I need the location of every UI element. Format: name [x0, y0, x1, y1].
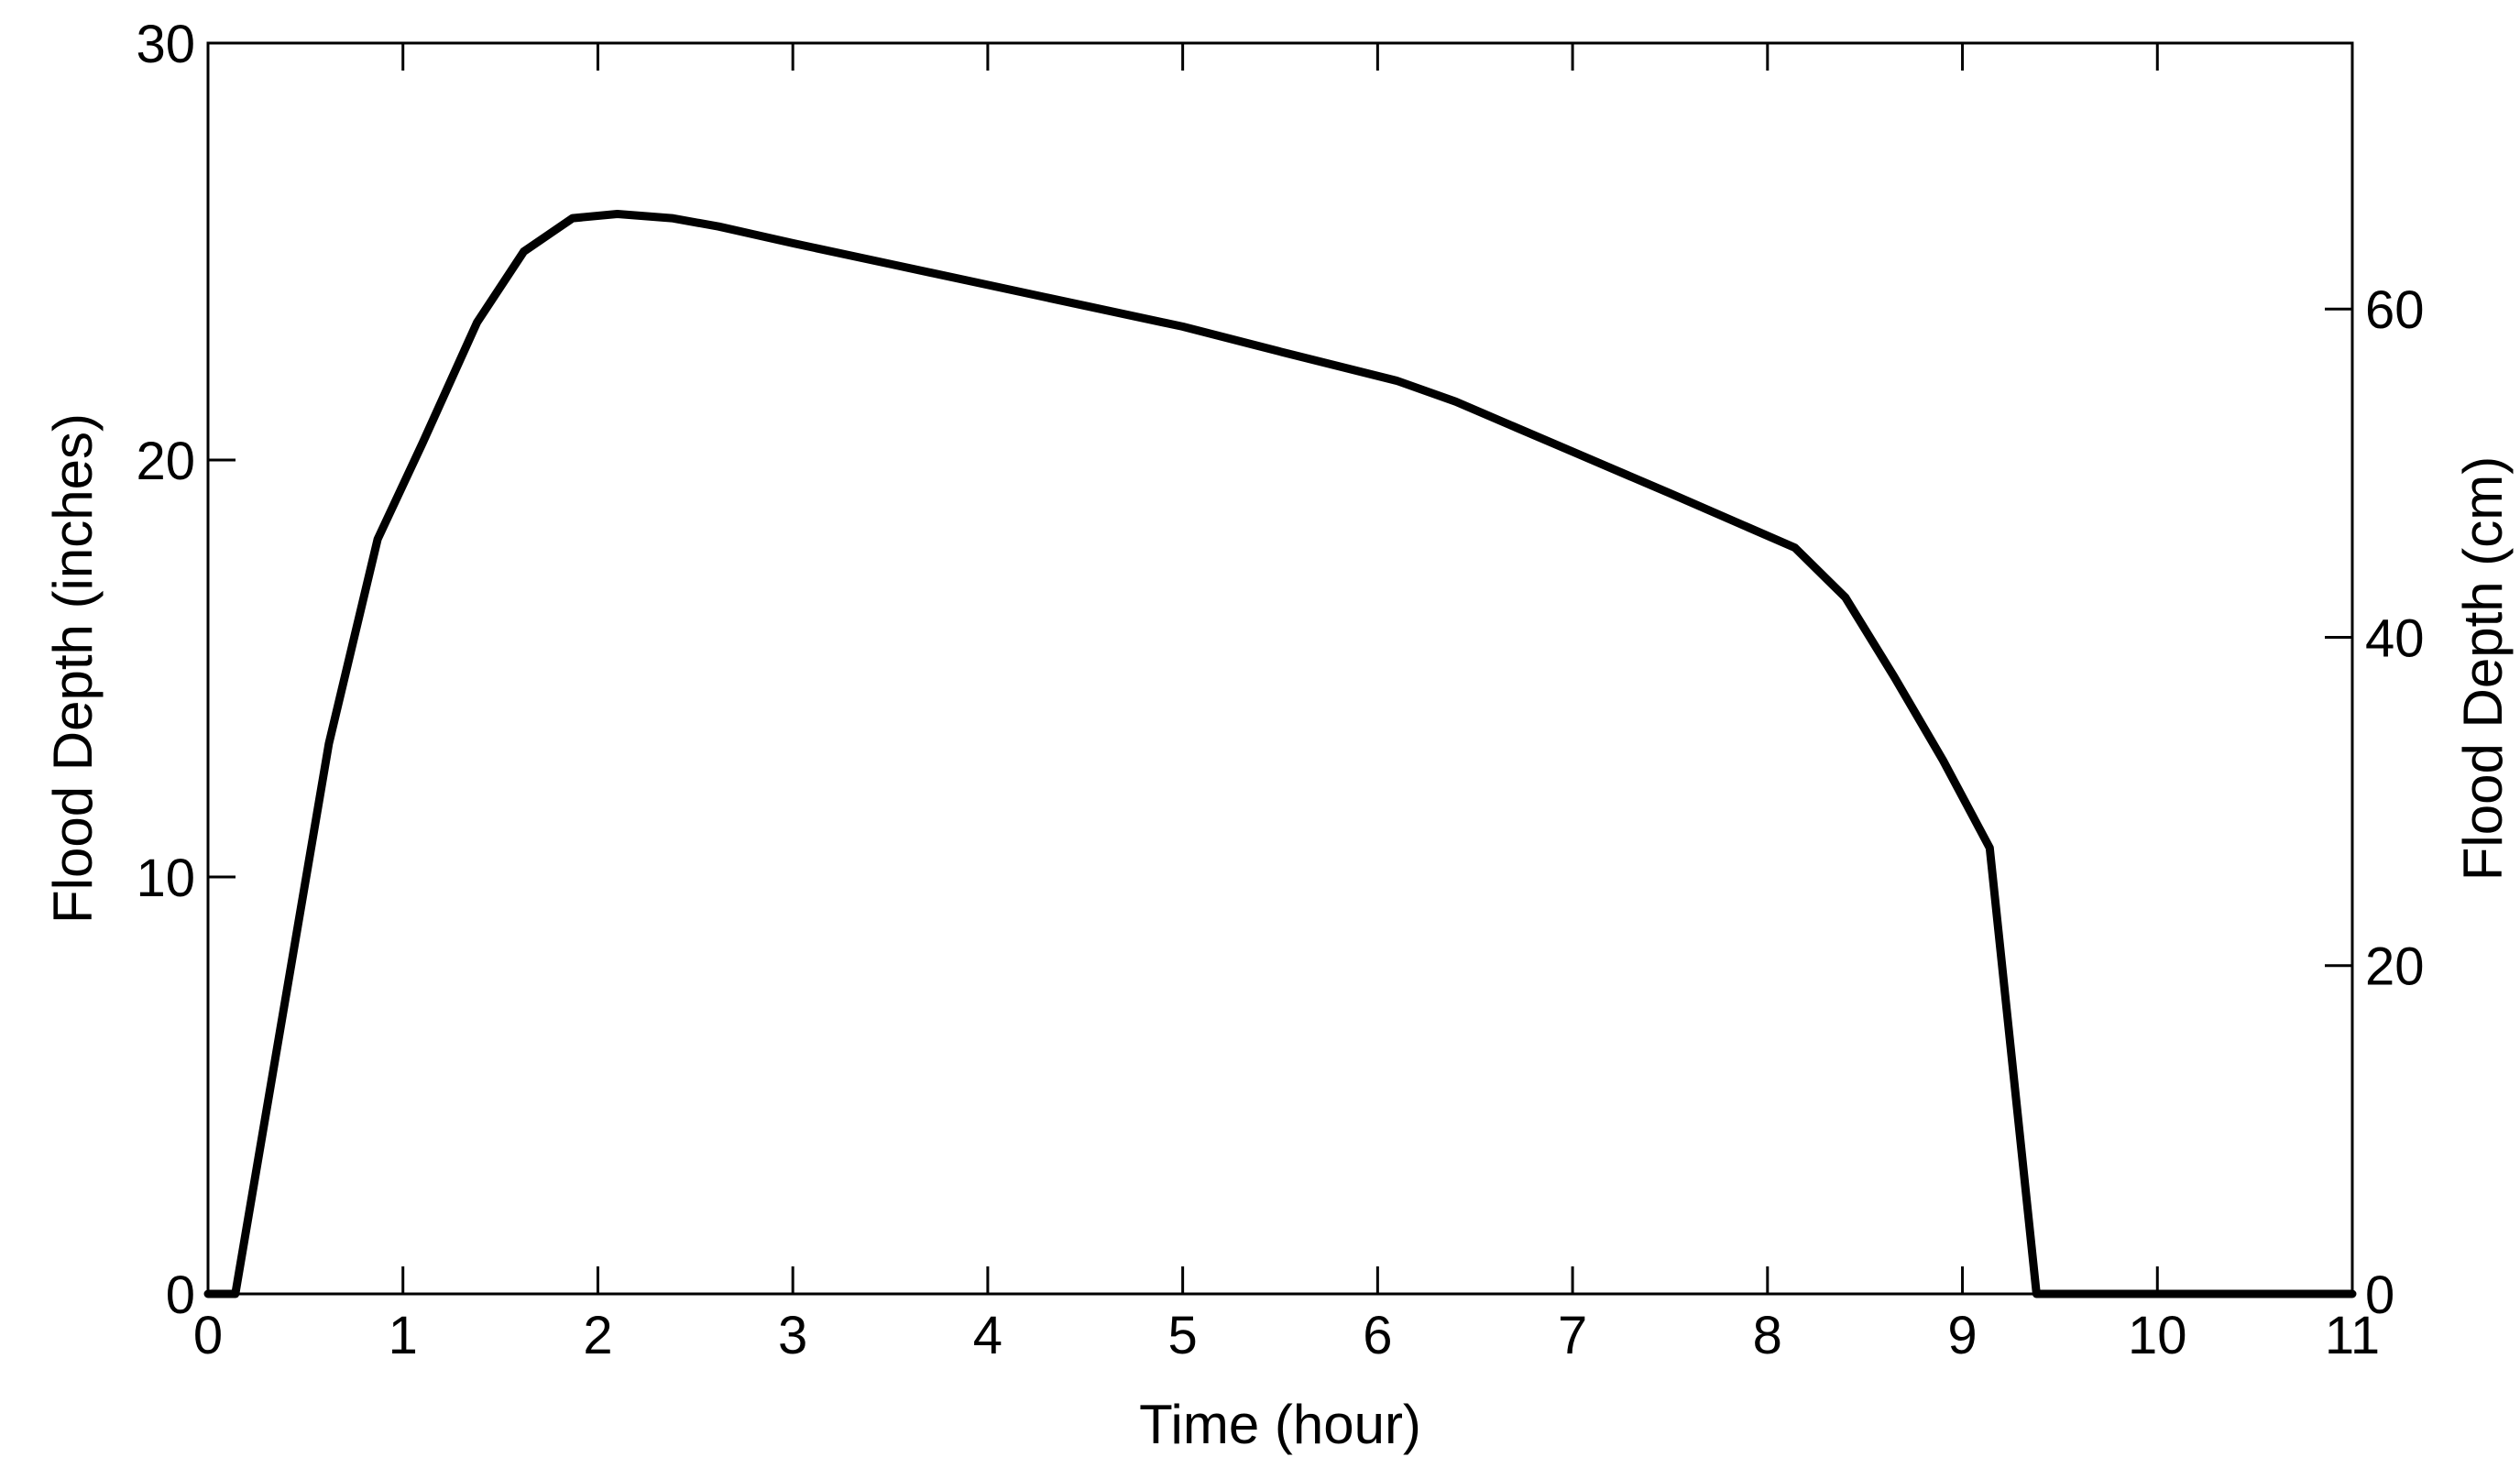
x-tick-labels: 0 1 2 3 4 5 6 7 8 9 10 11	[193, 1306, 2380, 1365]
y-tick-label: 10	[136, 849, 195, 908]
x-tick-label: 0	[193, 1306, 223, 1365]
y-tick-labels: 0 10 20 30	[136, 15, 195, 1325]
x-tick-label: 1	[389, 1306, 418, 1365]
x-tick-label: 10	[2128, 1306, 2187, 1365]
flood-depth-line	[203, 210, 2357, 1298]
y2-tick-label: 0	[2365, 1265, 2394, 1325]
x-tick-label: 2	[583, 1306, 612, 1365]
y2-tick-label: 40	[2365, 608, 2425, 668]
y-axis-label: Flood Depth (inches)	[42, 413, 104, 924]
axes-frame	[206, 41, 2354, 1296]
y2-tick-labels: 0 20 40 60	[2365, 280, 2425, 1325]
x-tick-label: 9	[1947, 1306, 1977, 1365]
x-tick-label: 4	[973, 1306, 1003, 1365]
tick-marks	[206, 41, 2354, 1296]
y2-tick-label: 60	[2365, 280, 2425, 340]
y2-axis-label: Flood Depth (cm)	[2452, 456, 2514, 881]
y2-tick-label: 20	[2365, 937, 2425, 997]
x-tick-label: 7	[1558, 1306, 1587, 1365]
y-tick-label: 0	[166, 1265, 195, 1325]
x-tick-label: 8	[1753, 1306, 1782, 1365]
plot-area	[203, 41, 2357, 1298]
x-tick-label: 6	[1363, 1306, 1392, 1365]
x-axis-label: Time (hour)	[1139, 1394, 1421, 1455]
y-tick-label: 20	[136, 432, 195, 491]
x-tick-label: 3	[778, 1306, 807, 1365]
y-tick-label: 30	[136, 15, 195, 74]
x-tick-label: 5	[1168, 1306, 1198, 1365]
x-tick-label: 11	[2325, 1306, 2380, 1365]
